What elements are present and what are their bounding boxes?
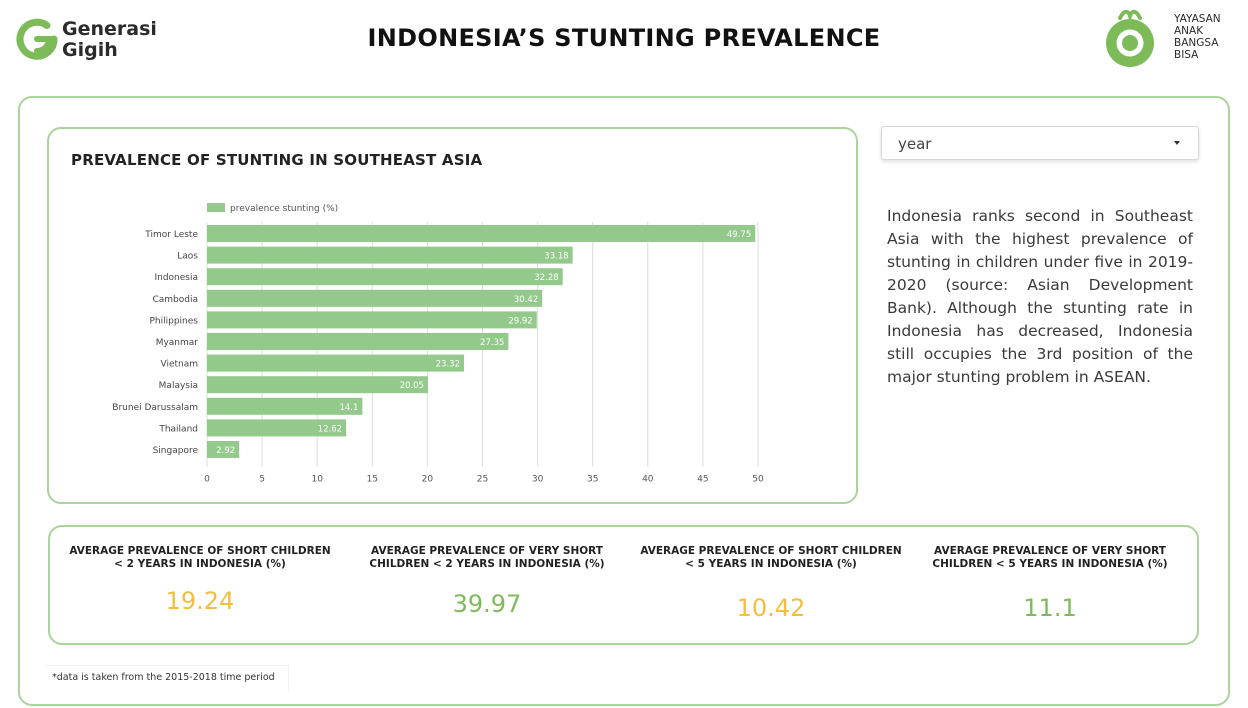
x-tick-label: 25 xyxy=(477,475,488,485)
bar xyxy=(207,354,464,372)
chart-title: PREVALENCE OF STUNTING IN SOUTHEAST ASIA xyxy=(71,151,483,169)
stat-label: AVERAGE PREVALENCE OF SHORT CHILDREN < 5… xyxy=(636,545,906,571)
stat-value: 10.42 xyxy=(736,594,806,622)
logo-word-1: Generasi xyxy=(62,18,157,40)
x-tick-label: 20 xyxy=(422,475,434,485)
category-label: Timor Leste xyxy=(144,230,198,240)
page-title: INDONESIA’S STUNTING PREVALENCE xyxy=(367,24,881,52)
generasi-gigih-logo: Generasi Gigih xyxy=(14,16,174,66)
category-label: Brunei Darussalam xyxy=(112,403,198,413)
stat-label-line-2: CHILDREN < 2 YEARS IN INDONESIA (%) xyxy=(369,558,605,570)
category-label: Malaysia xyxy=(159,381,198,391)
bar xyxy=(207,441,240,458)
stat-label-line-1: AVERAGE PREVALENCE OF SHORT CHILDREN xyxy=(69,545,331,557)
bar-value-label: 12.62 xyxy=(318,424,342,434)
category-label: Cambodia xyxy=(152,295,198,305)
x-tick-label: 15 xyxy=(367,475,378,485)
bar-value-label: 33.18 xyxy=(544,252,568,262)
yayasan-logo-icon xyxy=(1106,9,1154,67)
bar xyxy=(207,333,509,350)
x-tick-label: 45 xyxy=(697,475,708,485)
stat-label: AVERAGE PREVALENCE OF VERY SHORT CHILDRE… xyxy=(352,545,622,571)
yayasan-logo: YAYASAN ANAK BANGSA BISA xyxy=(1098,8,1238,74)
stat-label: AVERAGE PREVALENCE OF SHORT CHILDREN < 2… xyxy=(65,545,335,571)
dashboard-frame xyxy=(18,96,1230,706)
x-tick-label: 35 xyxy=(587,475,598,485)
stat-very-short-under-2: AVERAGE PREVALENCE OF VERY SHORT CHILDRE… xyxy=(352,545,622,618)
bar-value-label: 20.05 xyxy=(400,381,424,391)
category-label: Indonesia xyxy=(154,273,198,283)
bar-value-label: 23.32 xyxy=(436,360,460,370)
stats-card: AVERAGE PREVALENCE OF SHORT CHILDREN < 2… xyxy=(48,525,1199,645)
bar-chart: 0 5 10 15 20 25 30 35 40 45 50 prevalence stunting … xyxy=(112,203,764,485)
description-text: Indonesia ranks second in Southeast Asia… xyxy=(887,207,1193,386)
bar-value-label: 30.42 xyxy=(514,295,538,305)
bar-value-label: 2.92 xyxy=(216,446,235,456)
category-label: Vietnam xyxy=(160,360,198,370)
bar-value-label: 27.35 xyxy=(480,338,504,348)
stat-short-under-2: AVERAGE PREVALENCE OF SHORT CHILDREN < 2… xyxy=(65,545,335,615)
bar xyxy=(207,268,563,286)
x-tick-label: 40 xyxy=(642,475,654,485)
generasi-gigih-logo-icon xyxy=(16,18,58,60)
bar xyxy=(207,419,347,437)
yayasan-logo-text: YAYASAN ANAK BANGSA BISA xyxy=(1174,13,1221,61)
stat-label-line-2: CHILDREN < 5 YEARS IN INDONESIA (%) xyxy=(932,558,1168,570)
category-label: Myanmar xyxy=(156,338,199,348)
stat-label: AVERAGE PREVALENCE OF VERY SHORT CHILDRE… xyxy=(915,545,1185,571)
category-label: Laos xyxy=(177,252,198,262)
yayasan-line-2: ANAK xyxy=(1174,25,1204,37)
bar-value-label: 49.75 xyxy=(727,230,751,240)
bar xyxy=(207,289,543,307)
stat-label-line-1: AVERAGE PREVALENCE OF VERY SHORT xyxy=(934,545,1166,557)
stat-label-line-2: < 5 YEARS IN INDONESIA (%) xyxy=(685,558,857,570)
stat-short-under-5: AVERAGE PREVALENCE OF SHORT CHILDREN < 5… xyxy=(636,545,906,622)
chart-card: PREVALENCE OF STUNTING IN SOUTHEAST ASIA… xyxy=(47,127,858,504)
legend-swatch xyxy=(207,203,225,212)
year-filter-label: year xyxy=(898,135,932,153)
yayasan-line-4: BISA xyxy=(1174,49,1199,61)
footnote: *data is taken from the 2015-2018 time p… xyxy=(46,665,289,691)
category-label: Philippines xyxy=(150,316,199,326)
category-label: Thailand xyxy=(158,424,198,434)
bar xyxy=(207,246,573,264)
stat-label-line-1: AVERAGE PREVALENCE OF VERY SHORT xyxy=(371,545,603,557)
x-tick-label: 50 xyxy=(752,475,764,485)
stat-very-short-under-5: AVERAGE PREVALENCE OF VERY SHORT CHILDRE… xyxy=(915,545,1185,622)
x-tick-label: 5 xyxy=(259,475,265,485)
yayasan-line-1: YAYASAN xyxy=(1174,13,1221,25)
stat-value: 19.24 xyxy=(165,587,235,615)
logo-word-2: Gigih xyxy=(62,39,118,61)
bar xyxy=(207,225,756,242)
stat-value: 39.97 xyxy=(452,590,522,618)
bar xyxy=(207,376,428,394)
stat-label-line-2: < 2 YEARS IN INDONESIA (%) xyxy=(114,558,286,570)
caret-down-icon xyxy=(1174,141,1180,145)
bar xyxy=(207,397,363,415)
stat-label-line-1: AVERAGE PREVALENCE OF SHORT CHILDREN xyxy=(640,545,902,557)
yayasan-line-3: BANGSA xyxy=(1174,37,1219,49)
header: Generasi Gigih INDONESIA’S STUNTING PREV… xyxy=(0,0,1248,84)
year-filter-dropdown[interactable]: year xyxy=(881,126,1199,160)
bar-value-label: 32.28 xyxy=(534,273,558,283)
x-tick-label: 10 xyxy=(311,475,323,485)
bar-value-label: 29.92 xyxy=(508,316,532,326)
stat-value: 11.1 xyxy=(1023,594,1077,622)
legend-label: prevalence stunting (%) xyxy=(230,204,338,214)
category-label: Singapore xyxy=(153,446,199,456)
bar xyxy=(207,311,537,329)
x-tick-label: 30 xyxy=(532,475,544,485)
bar-value-label: 14.1 xyxy=(339,403,358,413)
x-tick-label: 0 xyxy=(204,475,210,485)
